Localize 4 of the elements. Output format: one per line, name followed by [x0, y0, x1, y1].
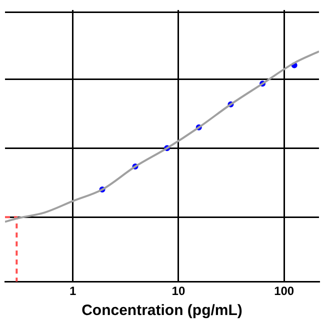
x-axis-title: Concentration (pg/mL): [82, 302, 242, 320]
x-tick-label: 100: [274, 284, 294, 298]
x-tick-label: 10: [172, 284, 186, 298]
x-tick-label: 1: [69, 284, 76, 298]
